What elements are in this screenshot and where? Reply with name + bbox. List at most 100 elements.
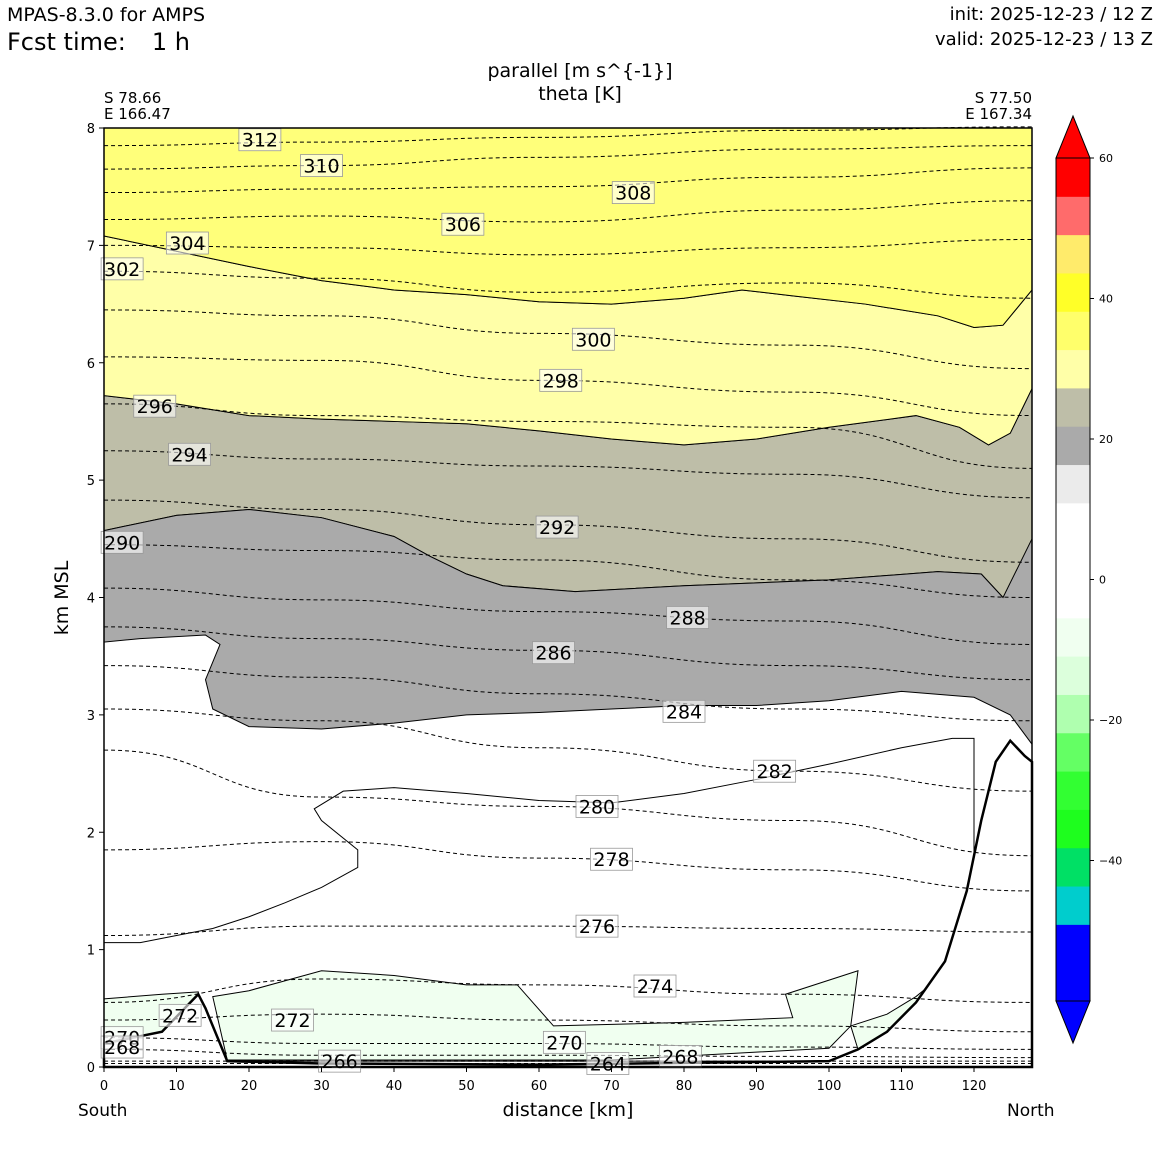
contour-label-box-278 [590,847,633,871]
y-tick-label-1: 1 [87,944,95,959]
contour-label-box-284 [662,699,706,723]
colorbar-swatch-16 [1056,349,1090,389]
colorbar-swatch-9 [1056,617,1090,657]
colorbar-swatch-18 [1056,272,1090,312]
colorbar-swatch-11 [1056,541,1090,580]
contour-label-312: 312 [242,130,278,152]
theta-contour-310 [103,145,1033,170]
y-tick-label-3: 3 [87,709,95,724]
contour-label-box-310 [300,154,343,177]
contour-label-296: 296 [137,396,173,418]
theta-contour-274 [103,978,1033,1003]
y-tick-label-0: 0 [87,1061,95,1076]
theta-contour-270 [103,1037,1033,1050]
contour-label-284: 284 [666,701,702,723]
contour-label-272: 272 [274,1010,310,1032]
x-end-right-label: North [1007,1101,1055,1121]
y-tick-label-4: 4 [87,592,95,607]
y-tick-label-5: 5 [87,474,95,489]
contour-label-302: 302 [104,259,140,281]
forecast-time-label: Fcst time: [7,28,126,56]
colorbar-swatch-10 [1056,579,1090,619]
colorbar-swatch-1 [1056,924,1090,964]
contour-label-box-306 [441,212,485,236]
theta-contour-308 [103,167,1033,194]
contour-label-box-272 [158,1003,202,1027]
contour-label-266: 266 [321,1051,357,1073]
colorbar-swatch-12 [1056,502,1090,542]
contour-label-box-308 [611,181,655,204]
contour-label-276: 276 [579,916,615,938]
contour-label-298: 298 [543,370,579,392]
contour-label-layer: 312 310 308 306 304 302 300 298 296 294 292 290 288 2… [100,128,797,1075]
colorbar-extend-low [1055,1000,1091,1045]
colorbar-swatch-20 [1056,196,1090,236]
contour-label-box-300 [571,327,615,351]
x-tick-label-0: 0 [100,1079,108,1094]
colorbar-swatch-14 [1056,426,1090,466]
contour-label-282: 282 [756,761,792,783]
x-tick-label-70: 70 [603,1079,620,1094]
theta-contour-290 [103,544,1033,598]
x-tick-label-30: 30 [313,1079,330,1094]
contour-label-272: 272 [162,1005,198,1027]
contour-label-box-290 [100,530,144,554]
fill-region-1 [212,970,859,1061]
colorbar-swatch-3 [1056,847,1090,887]
y-tick-label-2: 2 [87,826,95,841]
colorbar-swatch-4 [1056,809,1090,849]
x-tick-label-90: 90 [748,1079,765,1094]
colorbar: 60 40 20 0 −20 −40 [1055,114,1122,1045]
x-axis-label: distance [km] [502,1099,634,1121]
forecast-time-value: 1 h [151,28,190,56]
x-tick-label-60: 60 [531,1079,548,1094]
x-tick-label-120: 120 [962,1079,987,1094]
colorbar-swatch-19 [1056,234,1090,274]
y-tick-label-7: 7 [87,239,95,254]
end-lon: E 167.34 [965,105,1032,123]
contour-label-288: 288 [669,607,705,629]
theta-contour-288 [103,587,1033,645]
theta-contour-280 [103,749,1033,857]
contour-label-290: 290 [104,532,140,554]
contour-label-box-298 [539,368,583,392]
contour-label-box-270 [542,1030,586,1054]
contour-label-294: 294 [171,444,207,466]
x-tick-label-10: 10 [168,1079,185,1094]
colorbar-tick-label-20: 20 [1099,433,1113,446]
theta-contour-306 [103,200,1033,223]
contour-label-box-296 [133,394,177,418]
axes-layer: 0 10 20 30 40 50 60 70 80 90 100 110 120 0 1 2 3 4 5 6 7 8 [87,122,987,1094]
theta-contour-294 [103,450,1033,499]
contour-label-box-276 [575,914,619,938]
contour-label-300: 300 [575,329,611,351]
contour-label-box-294 [168,442,211,466]
terrain-layer [102,738,1034,1069]
colorbar-swatch-7 [1056,694,1090,734]
theta-contour-278 [103,841,1033,892]
x-tick-label-110: 110 [889,1079,914,1094]
contour-label-310: 310 [303,156,339,178]
contour-label-270: 270 [546,1032,582,1054]
theta-contour-268 [103,1048,1033,1059]
theta-contour-302 [103,270,1033,299]
contour-label-box-286 [532,641,575,665]
theta-contour-276 [103,925,1033,937]
fill-layer [103,127,1033,1062]
chart-title-contour: theta [K] [538,83,622,105]
y-tick-label-8: 8 [87,122,95,137]
contour-label-box-302 [100,257,144,281]
contour-label-306: 306 [445,214,481,236]
contour-label-box-288 [666,606,710,629]
contour-label-278: 278 [593,849,629,871]
terrain-outline [102,738,1034,1069]
forecast-time: Fcst time: 1 h [7,28,190,56]
x-tick-label-80: 80 [676,1079,693,1094]
theta-contour-284 [103,665,1033,722]
colorbar-tick-label-60: 60 [1099,152,1113,165]
start-lat: S 78.66 [104,89,162,107]
contour-label-box-274 [633,974,677,998]
colorbar-swatch-13 [1056,464,1090,504]
end-lat: S 77.50 [974,89,1032,107]
